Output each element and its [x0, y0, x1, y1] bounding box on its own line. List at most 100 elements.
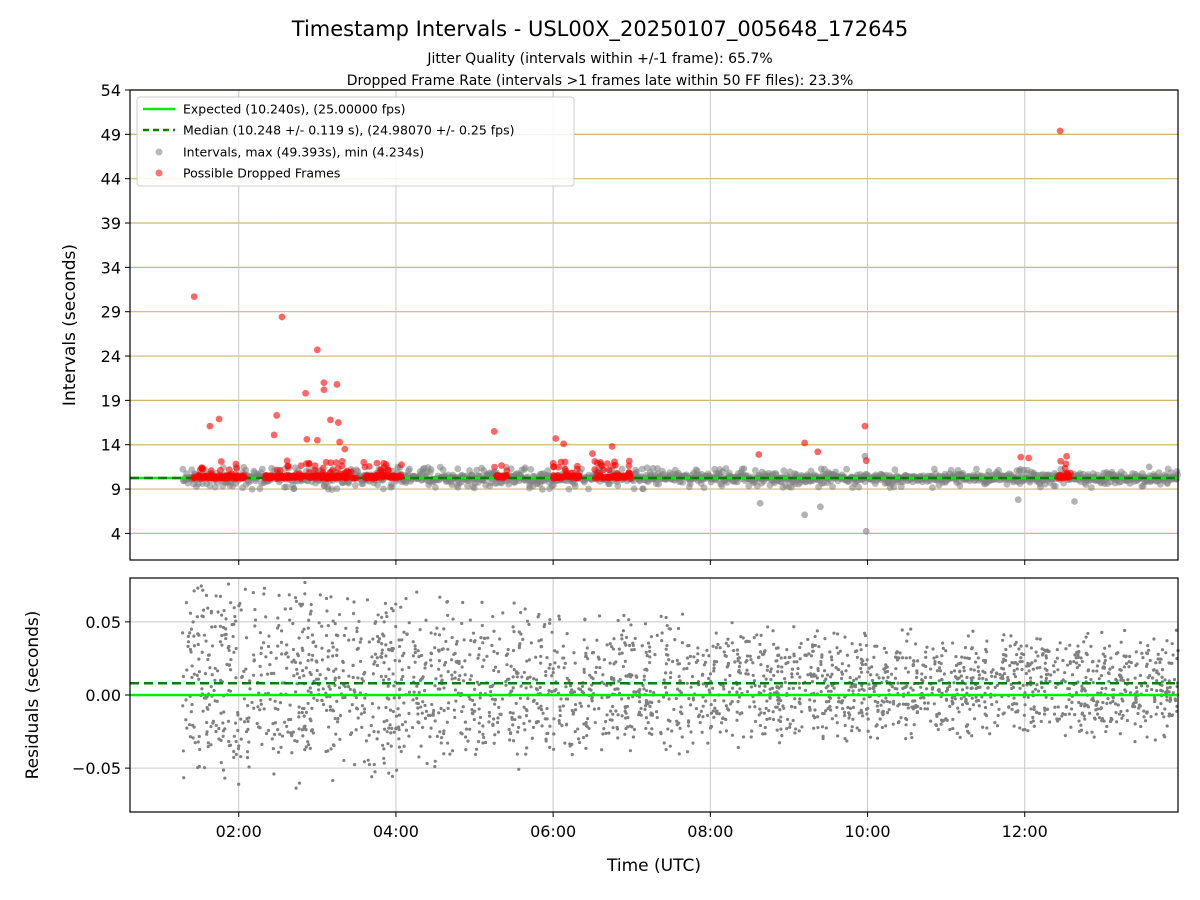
residual-point [676, 662, 680, 666]
residual-point [888, 700, 892, 704]
residual-point [1018, 686, 1022, 690]
residual-point [297, 705, 301, 709]
residual-point [994, 671, 999, 675]
residual-point [558, 705, 562, 709]
residual-point [576, 727, 580, 731]
residual-point [736, 652, 740, 656]
residual-point [276, 616, 280, 620]
residual-point [335, 653, 339, 657]
residual-point [687, 697, 691, 701]
residual-point [712, 715, 716, 719]
residual-point [239, 737, 243, 741]
residual-point [590, 695, 594, 700]
residual-point [251, 590, 255, 595]
residual-point [315, 698, 319, 702]
residual-point [366, 758, 370, 762]
residual-point [645, 699, 649, 703]
residual-point [842, 713, 847, 718]
residual-point [652, 690, 656, 695]
residual-point [223, 633, 227, 637]
residual-point [439, 736, 444, 740]
residual-point [795, 672, 800, 676]
residual-point [292, 674, 296, 678]
residual-point [772, 673, 776, 678]
residuals-y-ticks: −0.050.000.05 [72, 613, 130, 778]
residual-point [1022, 652, 1026, 657]
dropped-frame-point [814, 448, 822, 456]
residual-point [206, 745, 210, 749]
residual-point [604, 731, 608, 735]
residual-point [237, 782, 241, 786]
residual-point [1086, 705, 1090, 709]
residual-point [534, 687, 539, 691]
residual-point [224, 636, 228, 641]
residual-point [326, 649, 330, 653]
residual-point [385, 718, 389, 723]
residual-point [423, 703, 427, 708]
dropped-frame-point [217, 458, 225, 465]
residual-point [925, 645, 929, 649]
residual-point [1127, 665, 1131, 669]
residual-point [667, 697, 671, 701]
residual-point [748, 654, 752, 658]
residual-point [1116, 651, 1120, 655]
residual-point [375, 737, 379, 741]
residual-point [184, 718, 188, 722]
residual-point [779, 684, 784, 688]
residual-point [726, 644, 730, 648]
interval-point [1014, 496, 1022, 504]
residual-point [730, 733, 735, 737]
residual-point [894, 667, 898, 671]
residual-point [1114, 711, 1118, 715]
dropped-frame-point [334, 472, 342, 479]
residual-point [628, 749, 632, 753]
residual-point [582, 638, 586, 642]
residual-point [508, 731, 513, 736]
residual-point [887, 688, 891, 692]
residual-point [468, 678, 472, 682]
residual-point [937, 711, 941, 715]
residual-point [841, 706, 845, 711]
residual-point [236, 728, 240, 733]
residual-point [814, 674, 818, 678]
residual-point [682, 667, 686, 671]
residual-point [977, 676, 981, 681]
interval-point [431, 483, 439, 491]
residual-point [278, 701, 283, 705]
residual-point [637, 710, 642, 714]
residual-point [1037, 711, 1042, 716]
residual-point [332, 669, 336, 673]
residual-point [186, 644, 190, 649]
residual-point [632, 690, 636, 694]
residual-point [611, 726, 615, 730]
residual-point [477, 721, 481, 725]
interval-point [1145, 463, 1153, 471]
residual-point [774, 659, 778, 663]
residual-point [661, 695, 666, 699]
residual-point [268, 663, 272, 667]
interval-point [891, 466, 899, 474]
residual-point [219, 761, 223, 765]
residual-point [650, 732, 654, 737]
residual-point [279, 640, 284, 644]
residual-point [493, 733, 497, 737]
residual-point [239, 608, 243, 612]
residual-point [960, 679, 964, 683]
residual-point [293, 660, 298, 665]
residual-point [660, 639, 664, 643]
residual-point [334, 667, 338, 671]
residual-point [557, 721, 562, 725]
residual-point [300, 669, 305, 673]
dropped-frame-point [1017, 453, 1025, 461]
residual-point [708, 672, 713, 676]
residual-point [836, 632, 840, 636]
residual-point [286, 730, 290, 734]
residual-point [657, 699, 661, 704]
residual-point [1066, 687, 1070, 691]
residual-point [813, 634, 817, 639]
x-tick-label: 02:00 [216, 822, 262, 841]
residual-point [906, 632, 910, 636]
residual-point [595, 638, 599, 642]
residual-point [1145, 735, 1149, 739]
residual-point [382, 620, 386, 624]
